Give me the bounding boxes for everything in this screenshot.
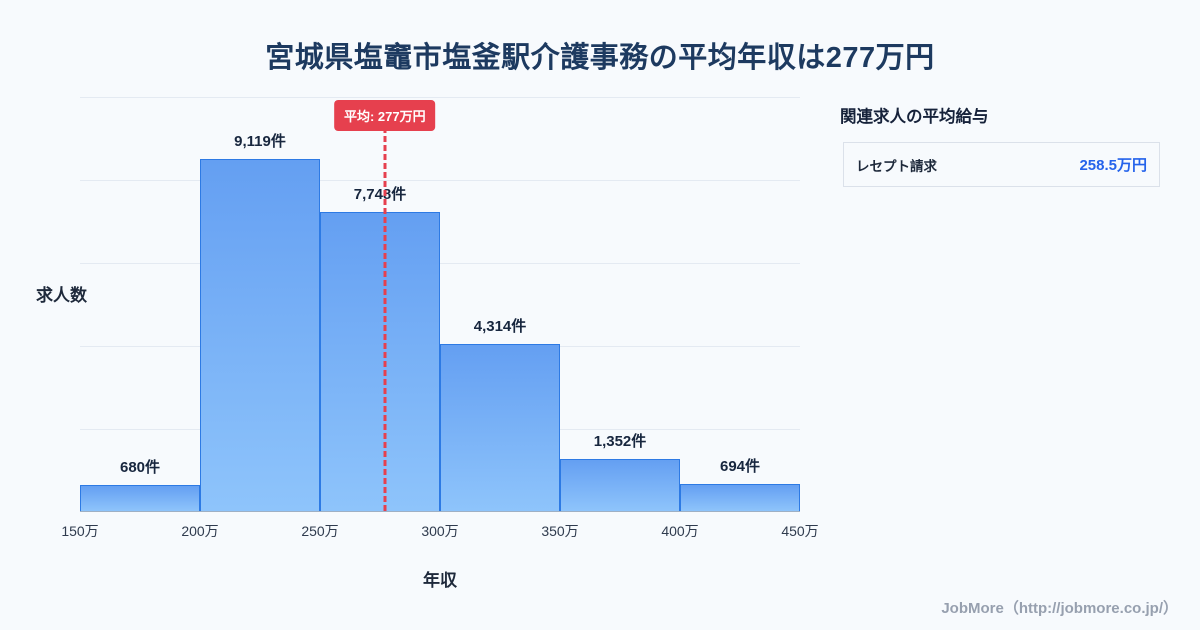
chart-plot: 平均: 277万円 680件 9,119件 7,748件 4,314件 1,352件 69… [80, 97, 800, 512]
x-tick-label: 350万 [541, 523, 579, 539]
x-tick-label: 400万 [661, 523, 699, 539]
salary-row-label: レセプト請求 [856, 158, 937, 174]
x-axis-label: 年収 [423, 571, 457, 590]
histogram-bar [200, 159, 320, 511]
mean-badge: 平均: 277万円 [333, 100, 436, 131]
salary-row: レセプト請求 258.5万円 [844, 143, 1159, 186]
x-tick-label: 450万 [781, 523, 819, 539]
x-tick-label: 200万 [181, 523, 219, 539]
bar-value-label: 9,119件 [234, 133, 286, 150]
x-tick-label: 150万 [61, 523, 99, 539]
footer-credit: JobMore（http://jobmore.co.jp/） [941, 600, 1178, 617]
x-tick-label: 300万 [421, 523, 459, 539]
bar-value-label: 4,314件 [473, 318, 527, 336]
histogram-bar [680, 484, 800, 511]
salary-table: レセプト請求 258.5万円 [843, 142, 1160, 187]
bar-value-label: 680件 [119, 458, 161, 476]
page-title: 宮城県塩竈市塩釜駅介護事務の平均年収は277万円 [265, 42, 935, 74]
salary-row-value: 258.5万円 [1079, 157, 1147, 174]
bar-value-label: 7,748件 [353, 185, 407, 203]
mean-line [383, 127, 387, 511]
histogram-bar [560, 458, 680, 511]
bar-value-label: 694件 [719, 458, 761, 476]
histogram-bar [440, 344, 560, 511]
bar-value-label: 1,352件 [593, 432, 647, 450]
histogram-bar [320, 211, 440, 511]
y-axis-label: 求人数 [36, 286, 87, 305]
x-tick-label: 250万 [301, 523, 339, 539]
x-axis-ticks: 150万 200万 250万 300万 350万 400万 450万 [61, 521, 818, 543]
side-panel-heading: 関連求人の平均給与 [840, 108, 989, 126]
histogram-bar [80, 484, 200, 511]
